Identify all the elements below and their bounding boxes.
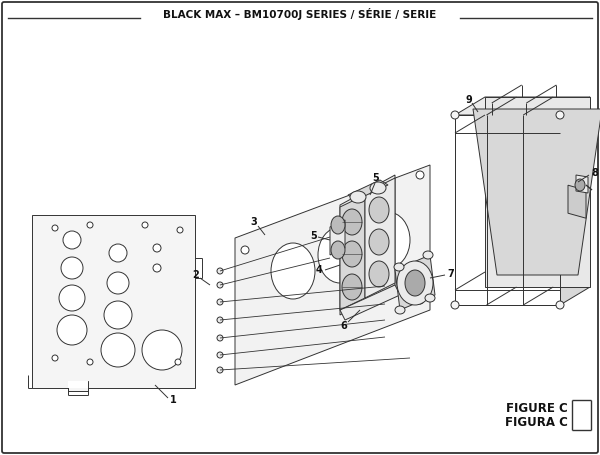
Text: 6: 6: [340, 321, 347, 331]
Ellipse shape: [394, 263, 404, 271]
Circle shape: [153, 264, 161, 272]
Circle shape: [101, 333, 135, 367]
Text: BLACK MAX – BM10700J SERIES / SÉRIE / SERIE: BLACK MAX – BM10700J SERIES / SÉRIE / SE…: [163, 8, 437, 20]
Text: 5: 5: [372, 173, 379, 183]
Circle shape: [142, 222, 148, 228]
Circle shape: [451, 111, 459, 119]
Circle shape: [217, 268, 223, 274]
Circle shape: [556, 301, 564, 309]
Ellipse shape: [575, 179, 585, 191]
Polygon shape: [485, 97, 590, 287]
Circle shape: [57, 315, 87, 345]
Polygon shape: [365, 178, 395, 298]
Ellipse shape: [369, 261, 389, 287]
Text: 2: 2: [192, 270, 199, 280]
Ellipse shape: [331, 216, 345, 234]
Polygon shape: [455, 115, 560, 305]
Polygon shape: [32, 215, 195, 388]
Circle shape: [175, 359, 181, 365]
Circle shape: [217, 299, 223, 305]
Circle shape: [177, 227, 183, 233]
Ellipse shape: [318, 227, 362, 283]
Polygon shape: [68, 381, 88, 388]
Circle shape: [217, 282, 223, 288]
Polygon shape: [235, 165, 430, 385]
Polygon shape: [340, 285, 400, 320]
Ellipse shape: [425, 294, 435, 302]
Circle shape: [241, 246, 249, 254]
Polygon shape: [560, 97, 590, 305]
Ellipse shape: [342, 241, 362, 267]
Circle shape: [416, 296, 424, 304]
Ellipse shape: [366, 212, 410, 268]
Circle shape: [556, 111, 564, 119]
Circle shape: [87, 222, 93, 228]
Circle shape: [153, 244, 161, 252]
Ellipse shape: [271, 243, 315, 299]
Text: 4: 4: [316, 265, 323, 275]
Polygon shape: [395, 255, 435, 310]
Polygon shape: [68, 381, 88, 391]
Ellipse shape: [369, 197, 389, 223]
Polygon shape: [340, 175, 395, 315]
Ellipse shape: [342, 274, 362, 300]
Circle shape: [61, 257, 83, 279]
Polygon shape: [348, 180, 388, 200]
Polygon shape: [330, 220, 345, 255]
Ellipse shape: [405, 270, 425, 296]
Circle shape: [104, 301, 132, 329]
Circle shape: [107, 272, 129, 294]
Circle shape: [217, 367, 223, 373]
Circle shape: [217, 352, 223, 358]
Circle shape: [109, 244, 127, 262]
Circle shape: [52, 225, 58, 231]
Ellipse shape: [331, 241, 345, 259]
Ellipse shape: [350, 191, 366, 203]
Circle shape: [63, 231, 81, 249]
Text: 3: 3: [250, 217, 257, 227]
Polygon shape: [340, 195, 365, 310]
Ellipse shape: [395, 306, 405, 314]
Circle shape: [217, 317, 223, 323]
Text: 5: 5: [310, 231, 317, 241]
Circle shape: [87, 359, 93, 365]
Ellipse shape: [423, 251, 433, 259]
Circle shape: [416, 171, 424, 179]
Circle shape: [142, 330, 182, 370]
Text: FIGURA C: FIGURA C: [505, 415, 568, 429]
Text: 7: 7: [447, 269, 454, 279]
Text: FIGURE C: FIGURE C: [506, 401, 568, 415]
Ellipse shape: [370, 182, 386, 194]
Ellipse shape: [397, 261, 433, 305]
Text: 1: 1: [170, 395, 177, 405]
Polygon shape: [455, 97, 590, 115]
Circle shape: [52, 355, 58, 361]
Text: 8: 8: [591, 168, 598, 178]
Text: 9: 9: [465, 95, 472, 105]
Polygon shape: [576, 175, 588, 193]
Ellipse shape: [369, 229, 389, 255]
Circle shape: [59, 285, 85, 311]
Circle shape: [217, 335, 223, 341]
Ellipse shape: [342, 209, 362, 235]
Polygon shape: [473, 109, 600, 275]
Polygon shape: [568, 185, 586, 218]
Circle shape: [451, 301, 459, 309]
